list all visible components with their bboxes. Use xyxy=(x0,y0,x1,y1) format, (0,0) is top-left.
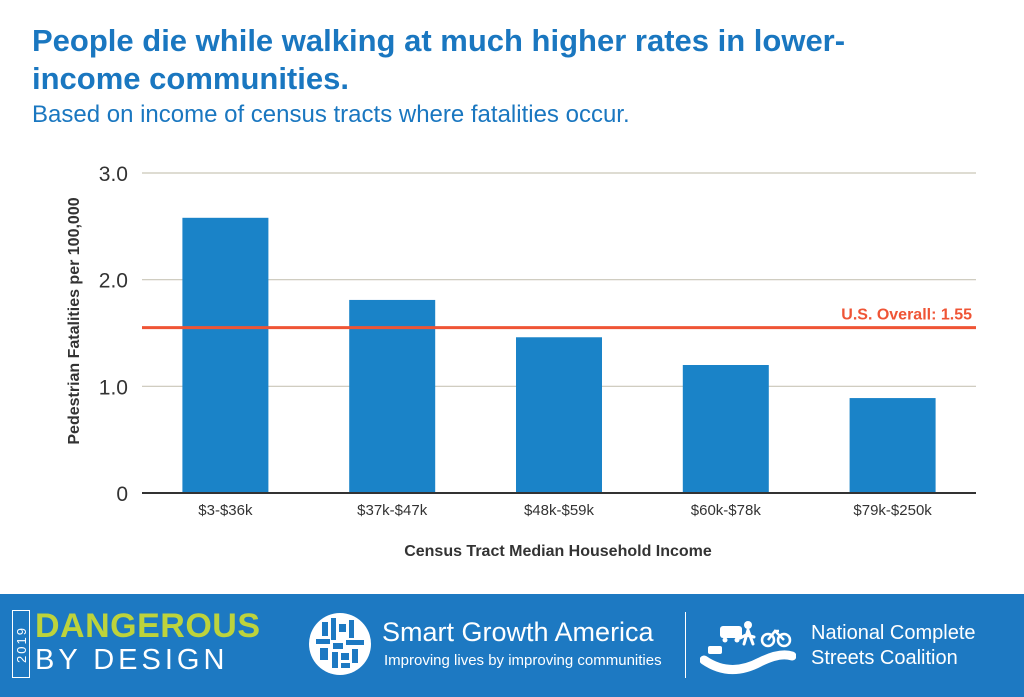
axes: 0 1.0 2.0 3.0 $3-$36k $37k-$47k $48k-$59k $60k-… xyxy=(99,163,976,519)
dbd-logo-dangerous: DANGEROUS xyxy=(35,607,261,645)
y-tick-label: 0 xyxy=(116,483,128,506)
reference-line-label: U.S. Overall: 1.55 xyxy=(841,307,972,324)
sga-logo-icon xyxy=(309,613,371,675)
ncsc-name: National Complete Streets Coalition xyxy=(811,622,976,669)
y-tick-label: 2.0 xyxy=(99,270,128,293)
dbd-year-box: 2019 xyxy=(12,610,30,678)
sga-tagline: Improving lives by improving communities xyxy=(384,652,662,669)
bar-chart: U.S. Overall: 1.55 0 1.0 2.0 3.0 $3-$36k $37k… xyxy=(66,163,976,560)
y-tick-label: 1.0 xyxy=(99,376,128,399)
footer-divider xyxy=(685,612,686,678)
bar xyxy=(516,337,602,493)
dbd-logo-by-design: BY DESIGN xyxy=(35,644,229,676)
bars xyxy=(182,217,936,494)
y-tick-label: 3.0 xyxy=(99,163,128,186)
x-tick-label: $79k-$250k xyxy=(853,502,932,519)
x-tick-label: $37k-$47k xyxy=(357,502,428,519)
footer-banner: 2019 DANGEROUS BY DESIGN Smart Growth Am… xyxy=(0,594,1024,697)
x-tick-label: $48k-$59k xyxy=(524,502,595,519)
chart-subtitle: Based on income of census tracts where f… xyxy=(32,101,630,128)
reference-line-group: U.S. Overall: 1.55 xyxy=(142,307,976,330)
dbd-year: 2019 xyxy=(13,625,29,663)
bar xyxy=(682,365,769,493)
x-tick-label: $3-$36k xyxy=(198,502,253,519)
x-axis-title: Census Tract Median Household Income xyxy=(404,543,712,560)
y-axis-title: Pedestrian Fatalities per 100,000 xyxy=(66,197,83,444)
bar xyxy=(349,299,436,493)
bar xyxy=(182,217,269,494)
sga-name: Smart Growth America xyxy=(382,617,654,647)
chart-title: People die while walking at much higher … xyxy=(32,23,846,96)
bar xyxy=(849,398,936,493)
complete-streets-logo-icon xyxy=(700,621,796,674)
x-tick-label: $60k-$78k xyxy=(691,502,762,519)
